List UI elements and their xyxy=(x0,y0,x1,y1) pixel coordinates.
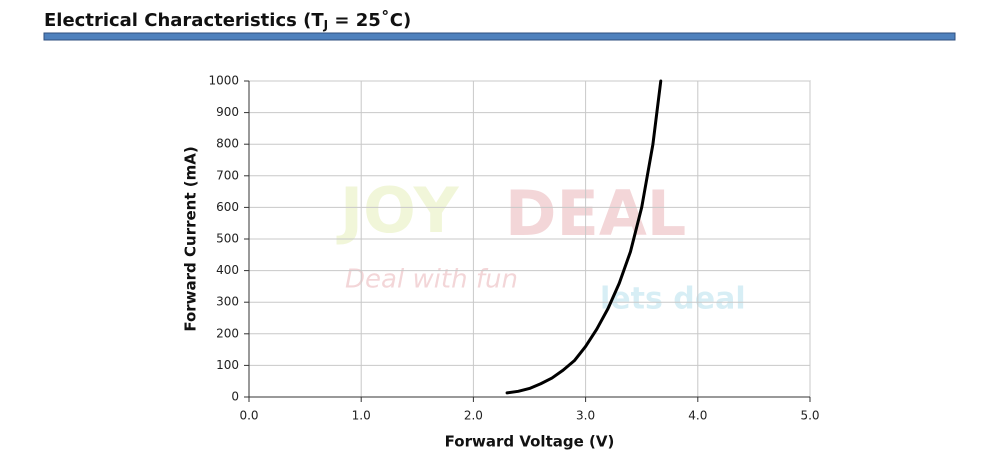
watermark: JOY DEAL Deal with fun lets deal xyxy=(336,174,746,316)
y-tick-label: 500 xyxy=(216,232,239,246)
title-sub: J xyxy=(323,18,328,32)
x-axis-title: Forward Voltage (V) xyxy=(445,433,615,451)
watermark-text: JOY xyxy=(336,174,460,247)
x-tick-label: 4.0 xyxy=(688,409,707,423)
x-tick-label: 1.0 xyxy=(352,409,371,423)
y-tick-label: 600 xyxy=(216,200,239,214)
y-tick-label: 200 xyxy=(216,326,239,340)
x-tick-label: 2.0 xyxy=(464,409,483,423)
watermark-text: DEAL xyxy=(505,177,686,250)
y-tick-label: 400 xyxy=(216,263,239,277)
y-tick-label: 900 xyxy=(216,105,239,119)
y-tick-label: 1000 xyxy=(208,74,239,88)
y-tick-label: 800 xyxy=(216,137,239,151)
title-bar xyxy=(43,32,956,41)
y-tick-label: 100 xyxy=(216,358,239,372)
x-tick-label: 3.0 xyxy=(576,409,595,423)
x-tick-label: 5.0 xyxy=(800,409,819,423)
y-tick-label: 700 xyxy=(216,168,239,182)
data-line xyxy=(505,79,663,395)
watermark-text: lets deal xyxy=(600,282,746,317)
y-tick-label: 0 xyxy=(231,390,239,404)
title-rest: = 25˚C) xyxy=(328,9,411,31)
page-title: Electrical Characteristics (TJ = 25˚C) xyxy=(44,9,411,32)
y-tick-label: 300 xyxy=(216,295,239,309)
x-tick-label: 0.0 xyxy=(239,409,258,423)
watermark-text: Deal with fun xyxy=(345,265,518,295)
title-main: Electrical Characteristics (T xyxy=(44,10,324,31)
y-axis-title: Forward Current (mA) xyxy=(182,146,200,331)
